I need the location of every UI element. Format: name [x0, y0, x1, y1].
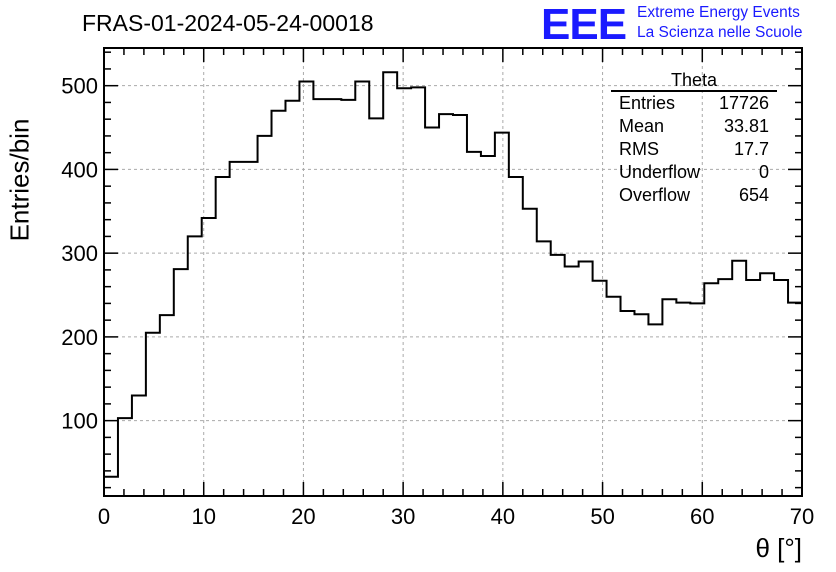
histogram-bin: [607, 297, 621, 496]
x-tick-label: 60: [690, 504, 714, 529]
histogram-bin: [188, 236, 202, 496]
stats-label: Underflow: [619, 162, 701, 182]
histogram-bin: [174, 269, 188, 496]
histogram-bin: [648, 324, 662, 496]
histogram-bin: [537, 241, 551, 496]
histogram-bin: [285, 101, 299, 496]
x-tick-label: 0: [98, 504, 110, 529]
stats-rows: Entries 17726 Mean 33.81 RMS 17.7 Underflow 0 Ov…: [611, 92, 777, 207]
stats-row-mean: Mean 33.81: [611, 115, 777, 138]
stats-row-entries: Entries 17726: [611, 92, 777, 115]
grid-lines: [104, 48, 802, 496]
y-tick-label: 100: [61, 409, 98, 434]
histogram-bin: [467, 152, 481, 496]
histogram-bin: [411, 87, 425, 496]
histogram-bin: [397, 88, 411, 496]
histogram-bin: [453, 115, 467, 496]
histogram-bin: [146, 333, 160, 496]
stats-value: 17726: [718, 93, 769, 113]
tick-labels: 0 10 20 30 40 50 60 70 100 200 300 400 500: [61, 74, 814, 529]
histogram-series: [103, 71, 802, 496]
histogram-bin: [118, 418, 132, 496]
stats-value: 654: [738, 185, 769, 205]
y-tick-label: 400: [61, 157, 98, 182]
stats-label: RMS: [619, 139, 659, 159]
page-title: FRAS-01-2024-05-24-00018: [82, 10, 374, 36]
histogram-bin: [132, 396, 146, 496]
histogram-bin: [341, 100, 355, 496]
histogram-bin: [355, 81, 369, 496]
histogram-bin: [104, 477, 118, 496]
x-tick-label: 70: [790, 504, 814, 529]
histogram-bin: [676, 303, 690, 496]
y-tick-label: 300: [61, 241, 98, 266]
stats-row-rms: RMS 17.7: [611, 138, 777, 161]
y-axis-label: Entries/bin: [4, 118, 35, 242]
y-tick-label: 200: [61, 325, 98, 350]
histogram-bin: [258, 136, 272, 496]
histogram-bin: [593, 281, 607, 496]
stats-value: 33.81: [723, 116, 769, 136]
stats-label: Mean: [619, 116, 665, 136]
histogram-bin: [621, 311, 635, 496]
stats-value: 17.7: [733, 139, 769, 159]
stats-row-underflow: Underflow 0: [611, 161, 777, 184]
x-tick-label: 20: [291, 504, 315, 529]
histogram-bin: [272, 111, 286, 496]
logo-caption: Extreme Energy Events La Scienza nelle S…: [637, 3, 802, 43]
histogram-bin: [230, 162, 244, 496]
histogram-bin: [369, 118, 383, 496]
stats-title: Theta: [611, 70, 777, 92]
x-tick-label: 40: [491, 504, 515, 529]
histogram-bin: [425, 128, 439, 496]
histogram-bin: [774, 280, 788, 496]
histogram-bin: [383, 72, 397, 496]
histogram-bin: [746, 280, 760, 496]
histogram-bin: [523, 209, 537, 496]
histogram-bin: [439, 114, 453, 496]
stats-box: Theta Entries 17726 Mean 33.81 RMS 17.7 Underf…: [611, 70, 777, 207]
histogram-bin: [244, 162, 258, 496]
histogram-bin: [732, 261, 746, 496]
histogram-bin: [718, 279, 732, 496]
histogram-bin: [495, 133, 509, 496]
histogram-bin: [662, 299, 676, 496]
stats-label: Overflow: [619, 185, 691, 205]
x-tick-label: 30: [391, 504, 415, 529]
histogram-bin: [579, 262, 593, 496]
histogram-bin: [690, 303, 704, 496]
logo-caption-line-1: Extreme Energy Events: [637, 4, 800, 21]
histogram-bin: [760, 273, 774, 496]
histogram-bin: [160, 315, 174, 496]
histogram-bin: [202, 218, 216, 496]
histogram-bin: [216, 177, 230, 496]
x-axis-label: θ [°]: [755, 533, 802, 563]
eee-logo: EEE: [541, 0, 627, 49]
histogram-bin: [299, 81, 313, 496]
histogram-bin: [634, 314, 648, 496]
stats-value: 0: [758, 162, 769, 182]
stats-row-overflow: Overflow 654: [611, 184, 777, 207]
histogram-bin: [313, 99, 327, 496]
x-tick-label: 10: [191, 504, 215, 529]
histogram-bin: [565, 267, 579, 496]
logo-caption-line-2: La Scienza nelle Scuole: [637, 24, 803, 41]
histogram-bin: [481, 156, 495, 496]
histogram-bin: [788, 303, 802, 496]
stats-label: Entries: [619, 93, 676, 113]
plot-frame: [103, 47, 803, 497]
histogram-bin: [509, 177, 523, 496]
x-tick-label: 50: [590, 504, 614, 529]
histogram-bin: [704, 283, 718, 496]
axis-ticks: [103, 48, 803, 496]
y-tick-label: 500: [61, 74, 98, 99]
histogram-bin: [327, 99, 341, 496]
histogram-line: [103, 71, 802, 496]
histogram-bin: [551, 255, 565, 496]
